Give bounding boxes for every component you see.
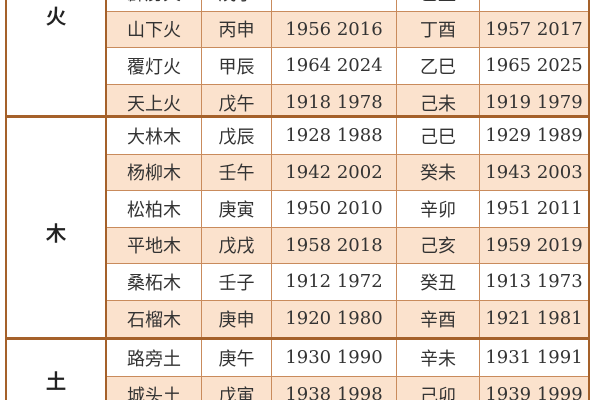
ganzhi-cell: 辛酉 [397, 300, 480, 337]
years-cell: 1965 2025 [485, 55, 583, 77]
ganzhi-cell: 壬子 [202, 264, 272, 300]
name-cell: 山下火 [107, 11, 202, 47]
years-cell: 1918 1978 [272, 84, 397, 121]
ganzhi-cell: 辛未 [397, 340, 480, 376]
years-cell: 1948 2008 [272, 0, 397, 11]
ganzhi-cell: 己巳 [397, 118, 480, 154]
name-cell: 路旁土 [107, 340, 202, 376]
table-row: 松柏木 庚寅 1950 2010 辛卯 1951 2011 [107, 191, 588, 228]
table-row: 山下火 丙申 1956 2016 丁酉 1957 2017 [107, 11, 588, 48]
name-cell: 杨柳木 [107, 154, 202, 190]
element-group: 木大林木 戊辰 1928 1988 己巳 1929 1989 杨柳木 壬午 1942 2002… [5, 115, 590, 340]
years-cell: 1913 1973 [485, 271, 583, 293]
ganzhi-cell: 壬午 [202, 154, 272, 190]
table-row: 覆灯火 甲辰 1964 2024 乙巳 1965 2025 [107, 48, 588, 85]
ganzhi-cell: 庚申 [202, 300, 272, 337]
rows: 大林木 戊辰 1928 1988 己巳 1929 1989 杨柳木 壬午 1942 2002 癸… [105, 118, 588, 337]
table-row: 杨柳木 壬午 1942 2002 癸未 1943 2003 [107, 154, 588, 191]
years-cell: 1950 2010 [272, 191, 397, 227]
table-row: 城头土 戊寅 1938 1998 己卯 1939 1999 [107, 376, 588, 400]
element-label: 火 [46, 4, 66, 29]
name-cell: 桑柘木 [107, 264, 202, 300]
years-cell: 1919 1979 [485, 92, 583, 114]
years-cell: 1964 2024 [272, 48, 397, 84]
table-row: 大林木 戊辰 1928 1988 己巳 1929 1989 [107, 118, 588, 155]
years-cell: 1912 1972 [272, 264, 397, 300]
ganzhi-cell: 庚寅 [202, 191, 272, 227]
ganzhi-cell: 癸丑 [397, 264, 480, 300]
name-cell: 城头土 [107, 376, 202, 400]
years-cell: 1921 1981 [485, 308, 583, 330]
ganzhi-cell: 己卯 [397, 376, 480, 400]
ganzhi-cell: 甲辰 [202, 48, 272, 84]
ganzhi-cell: 丁酉 [397, 11, 480, 47]
table-row: 霹雳火戊子1948 2008己丑1949 2009 [107, 0, 588, 12]
rows: 霹雳火戊子1948 2008己丑1949 2009山下火丙申1956 2016丁… [105, 0, 588, 121]
rows: 路旁土 庚午 1930 1990 辛未 1931 1991 城头土 戊寅 1938 1998 己… [105, 340, 588, 400]
name-cell: 石榴木 [107, 300, 202, 337]
ganzhi-cell: 庚午 [202, 340, 272, 376]
name-cell: 天上火 [107, 84, 202, 121]
ganzhi-cell: 己丑 [397, 0, 480, 11]
years-cell: 1928 1988 [272, 118, 397, 154]
years-cell: 1939 1999 [485, 384, 583, 400]
years-cell: 1930 1990 [272, 340, 397, 376]
ganzhi-cell: 乙巳 [397, 48, 480, 84]
table-row: 石榴木 庚申 1920 1980 辛酉 1921 1981 [107, 300, 588, 337]
ganzhi-cell: 辛卯 [397, 191, 480, 227]
element-group: 土路旁土 庚午 1930 1990 辛未 1931 1991 城头土 戊寅 1938 1998… [5, 337, 590, 400]
element-label: 土 [46, 369, 66, 394]
table-row: 桑柘木 壬子 1912 1972 癸丑 1913 1973 [107, 264, 588, 301]
ganzhi-cell: 己未 [397, 84, 480, 121]
element-label: 木 [46, 221, 66, 246]
ganzhi-cell: 戊辰 [202, 118, 272, 154]
table-row: 平地木 戊戌 1958 2018 己亥 1959 2019 [107, 227, 588, 264]
ganzhi-cell: 戊午 [202, 84, 272, 121]
table-row: 天上火 戊午 1918 1978 己未 1919 1979 [107, 84, 588, 121]
name-cell: 平地木 [107, 227, 202, 263]
years-cell: 1956 2016 [272, 11, 397, 47]
years-cell: 1958 2018 [272, 227, 397, 263]
years-cell: 1920 1980 [272, 300, 397, 337]
years-cell: 1931 1991 [485, 347, 583, 369]
years-cell: 1938 1998 [272, 376, 397, 400]
years-cell: 1959 2019 [485, 234, 583, 256]
name-cell: 霹雳火 [107, 0, 202, 11]
years-cell: 1929 1989 [485, 125, 583, 147]
ganzhi-cell: 戊子 [202, 0, 272, 11]
ganzhi-cell: 己亥 [397, 227, 480, 263]
name-cell: 松柏木 [107, 191, 202, 227]
name-cell: 覆灯火 [107, 48, 202, 84]
ganzhi-cell: 癸未 [397, 154, 480, 190]
name-cell: 大林木 [107, 118, 202, 154]
ganzhi-cell: 戊寅 [202, 376, 272, 400]
years-cell: 1951 2011 [485, 198, 583, 220]
years-cell: 1957 2017 [485, 18, 583, 40]
element-group: 火霹雳火戊子1948 2008己丑1949 2009山下火丙申1956 2016… [5, 0, 590, 124]
ganzhi-cell: 戊戌 [202, 227, 272, 263]
years-cell: 1949 2009 [480, 0, 588, 11]
years-cell: 1942 2002 [272, 154, 397, 190]
years-cell: 1943 2003 [485, 161, 583, 183]
ganzhi-cell: 丙申 [202, 11, 272, 47]
table-row: 路旁土 庚午 1930 1990 辛未 1931 1991 [107, 340, 588, 377]
